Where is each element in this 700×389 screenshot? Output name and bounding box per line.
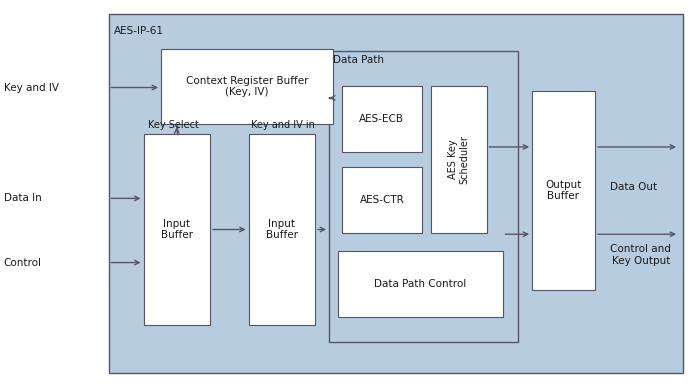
Text: Data Path Control: Data Path Control (374, 279, 466, 289)
Bar (161, 49, 332, 124)
Bar (329, 51, 518, 342)
Text: AES-ECB: AES-ECB (359, 114, 405, 124)
Text: AES Key
Scheduler: AES Key Scheduler (448, 135, 469, 184)
Text: Output
Buffer: Output Buffer (545, 180, 582, 202)
Bar (144, 134, 210, 325)
Text: Data In: Data In (4, 193, 41, 203)
Text: Data Out: Data Out (610, 182, 657, 192)
Text: AES-CTR: AES-CTR (360, 195, 404, 205)
Text: Key and IV in: Key and IV in (251, 120, 314, 130)
Text: Input
Buffer: Input Buffer (161, 219, 192, 240)
Text: Input
Buffer: Input Buffer (266, 219, 298, 240)
Bar (342, 167, 422, 233)
Bar (108, 14, 682, 373)
Bar (338, 251, 503, 317)
Bar (342, 86, 422, 152)
Bar (248, 134, 315, 325)
Text: Data Path: Data Path (333, 55, 384, 65)
Bar (532, 91, 595, 290)
Text: Key Select: Key Select (148, 120, 200, 130)
Text: Control: Control (4, 258, 41, 268)
Text: Context Register Buffer
(Key, IV): Context Register Buffer (Key, IV) (186, 76, 308, 97)
Text: Key and IV: Key and IV (4, 82, 59, 93)
Text: Control and
Key Output: Control and Key Output (610, 244, 671, 266)
Text: AES-IP-61: AES-IP-61 (114, 26, 164, 36)
Bar (430, 86, 486, 233)
